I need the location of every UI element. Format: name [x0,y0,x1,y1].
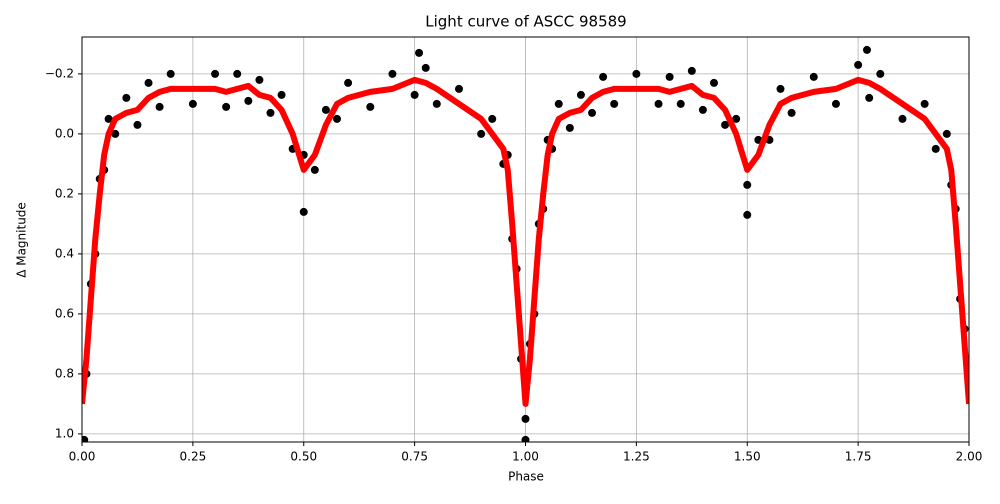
x-tick-label: 1.00 [512,450,539,464]
data-point [831,99,840,108]
data-point [776,84,785,93]
fit-line [82,76,969,407]
x-tick-label: 0.75 [401,450,428,464]
data-point [166,69,175,78]
y-tick-label: 0.0 [55,126,74,140]
data-point [876,69,885,78]
data-point [333,114,342,123]
chart-title: Light curve of ASCC 98589 [425,13,626,31]
y-tick-label: 0.8 [55,366,74,380]
data-point [721,120,730,129]
y-tick-label: 1.0 [55,426,74,440]
data-point [665,72,674,81]
data-point [709,78,718,87]
data-point [111,129,120,138]
data-point [588,108,597,117]
data-point [454,84,463,93]
x-tick-label: 1.75 [845,450,872,464]
data-point [565,123,574,132]
x-tick-label: 1.25 [623,450,650,464]
data-point [632,69,641,78]
data-point [310,165,319,174]
data-point [299,207,308,216]
data-point [321,105,330,114]
data-point [144,78,153,87]
data-point [521,414,530,423]
data-point [732,114,741,123]
data-point [133,120,142,129]
data-point [266,108,275,117]
y-tick-label: 0.6 [55,306,74,320]
data-point [676,99,685,108]
data-point [488,114,497,123]
x-tick-label: 0.50 [290,450,317,464]
data-point [82,435,89,442]
data-point [122,93,131,102]
data-point [366,102,375,111]
data-point [743,210,752,219]
data-point [432,99,441,108]
y-axis-label: Δ Magnitude [15,202,29,278]
x-tick-label: 1.50 [734,450,761,464]
data-point [233,69,242,78]
data-point [787,108,796,117]
data-point [388,69,397,78]
data-point [654,99,663,108]
data-point [865,93,874,102]
data-point [255,75,264,84]
data-point [521,435,530,442]
data-point [610,99,619,108]
data-point [155,102,164,111]
data-point [415,48,424,57]
data-point [599,72,608,81]
data-point [244,96,253,105]
data-point [576,90,585,99]
data-point [410,90,419,99]
data-point [687,66,696,75]
data-point [898,114,907,123]
data-point [188,99,197,108]
x-tick-label: 0.25 [180,450,207,464]
data-point [554,99,563,108]
y-tick-label: 0.4 [55,246,74,260]
data-point [211,69,220,78]
data-point [222,102,231,111]
data-point [104,114,113,123]
data-point [477,129,486,138]
data-point [344,78,353,87]
data-point [698,105,707,114]
data-point [942,129,951,138]
data-point [862,45,871,54]
data-point [277,90,286,99]
data-point [809,72,818,81]
x-tick-label: 2.00 [956,450,983,464]
data-point [421,63,430,72]
x-axis-label: Phase [508,470,544,484]
x-tick-label: 0.00 [69,450,96,464]
data-point [854,60,863,69]
y-tick-label: −0.2 [45,66,74,80]
y-tick-label: 0.2 [55,186,74,200]
data-point [931,144,940,153]
plot-frame [81,36,970,443]
data-point [920,99,929,108]
data-point [743,180,752,189]
